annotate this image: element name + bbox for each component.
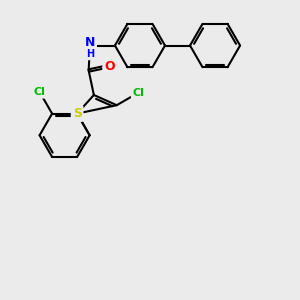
Text: Cl: Cl (133, 88, 144, 98)
Text: O: O (104, 60, 115, 73)
Text: N: N (85, 36, 95, 49)
Text: H: H (86, 49, 94, 59)
Text: S: S (73, 107, 82, 120)
Text: Cl: Cl (34, 87, 46, 97)
